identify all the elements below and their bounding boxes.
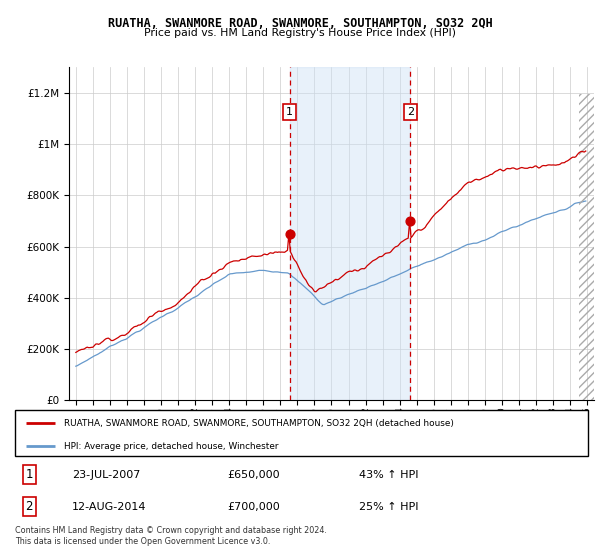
Text: 25% ↑ HPI: 25% ↑ HPI [359,502,418,512]
Text: 2: 2 [26,500,33,514]
Text: RUATHA, SWANMORE ROAD, SWANMORE, SOUTHAMPTON, SO32 2QH: RUATHA, SWANMORE ROAD, SWANMORE, SOUTHAM… [107,17,493,30]
Text: 43% ↑ HPI: 43% ↑ HPI [359,470,418,480]
Text: Price paid vs. HM Land Registry's House Price Index (HPI): Price paid vs. HM Land Registry's House … [144,28,456,38]
Text: 23-JUL-2007: 23-JUL-2007 [73,470,140,480]
Bar [290,67,410,400]
Point [285,230,295,239]
FancyBboxPatch shape [15,410,588,456]
Bar [578,94,596,400]
Text: 12-AUG-2014: 12-AUG-2014 [73,502,147,512]
Text: Contains HM Land Registry data © Crown copyright and database right 2024.
This d: Contains HM Land Registry data © Crown c… [15,526,327,546]
Text: 2: 2 [407,107,414,117]
Point [406,217,415,226]
Text: HPI: Average price, detached house, Winchester: HPI: Average price, detached house, Winc… [64,442,278,451]
Text: 1: 1 [286,107,293,117]
Text: £700,000: £700,000 [227,502,280,512]
Text: 1: 1 [26,468,33,481]
Text: RUATHA, SWANMORE ROAD, SWANMORE, SOUTHAMPTON, SO32 2QH (detached house): RUATHA, SWANMORE ROAD, SWANMORE, SOUTHAM… [64,419,454,428]
Text: £650,000: £650,000 [227,470,280,480]
